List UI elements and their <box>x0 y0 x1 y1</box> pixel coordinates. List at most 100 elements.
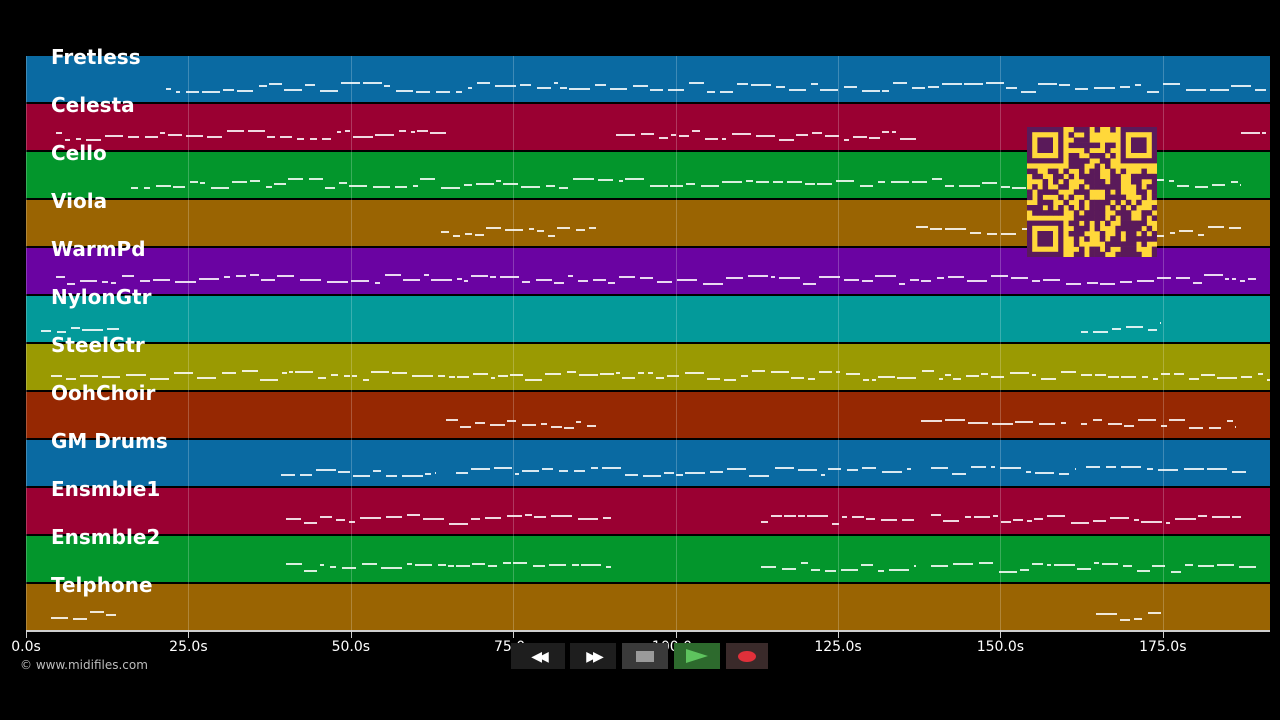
note-mark <box>339 182 347 184</box>
note-mark <box>866 518 875 520</box>
note-mark <box>812 132 822 134</box>
note-mark <box>953 378 961 380</box>
note-mark <box>1142 376 1148 378</box>
note-mark <box>608 282 615 284</box>
note-mark <box>878 570 884 572</box>
track-divider <box>26 486 1270 488</box>
note-mark <box>1026 471 1031 473</box>
note-mark <box>1000 467 1021 469</box>
note-mark <box>991 275 1008 277</box>
note-mark <box>1227 420 1233 422</box>
note-mark <box>82 329 103 331</box>
note-mark <box>325 187 335 189</box>
note-mark <box>1163 83 1180 85</box>
note-mark <box>529 228 534 230</box>
note-mark <box>1010 372 1029 374</box>
note-mark <box>373 470 381 472</box>
note-mark <box>679 135 689 137</box>
note-mark <box>841 569 858 571</box>
note-mark <box>922 370 934 372</box>
note-mark <box>1157 277 1171 279</box>
note-mark <box>199 278 219 280</box>
note-mark <box>860 185 873 187</box>
note-mark <box>1059 473 1069 475</box>
note-mark <box>1001 186 1010 188</box>
note-mark <box>106 614 116 616</box>
note-mark <box>899 283 905 285</box>
note-mark <box>966 375 979 377</box>
note-mark <box>836 180 854 182</box>
note-mark <box>741 375 748 377</box>
note-mark <box>304 570 317 572</box>
note-mark <box>551 426 562 428</box>
note-mark <box>465 233 472 235</box>
note-mark <box>872 379 876 381</box>
note-mark <box>1108 376 1119 378</box>
stop-button[interactable] <box>622 643 668 669</box>
note-mark <box>1061 371 1076 373</box>
note-mark <box>820 89 838 91</box>
note-mark <box>1262 132 1266 134</box>
play-button[interactable] <box>674 643 720 669</box>
note-mark <box>289 371 293 373</box>
note-mark <box>579 374 598 376</box>
track-area <box>26 56 1270 632</box>
note-mark <box>945 419 965 421</box>
note-mark <box>1193 282 1202 284</box>
note-mark <box>559 470 568 472</box>
note-mark <box>878 376 895 378</box>
note-mark <box>456 565 470 567</box>
note-mark <box>1001 233 1016 235</box>
note-mark <box>930 228 942 230</box>
note-mark <box>51 617 68 619</box>
record-button[interactable] <box>726 643 768 669</box>
note-mark <box>86 139 101 141</box>
note-mark <box>1217 564 1234 566</box>
track-label: Celesta <box>51 93 135 117</box>
note-mark <box>277 275 294 277</box>
note-mark <box>399 130 406 132</box>
note-mark <box>140 280 150 282</box>
note-mark <box>510 374 523 376</box>
note-mark <box>897 377 916 379</box>
note-mark <box>982 182 997 184</box>
note-mark <box>1166 522 1170 524</box>
note-mark <box>360 517 381 519</box>
note-mark <box>1186 89 1206 91</box>
note-mark <box>503 562 511 564</box>
note-mark <box>633 85 648 87</box>
note-mark <box>1217 377 1237 379</box>
note-mark <box>438 375 445 377</box>
note-mark <box>1054 564 1075 566</box>
grid-line <box>675 56 677 632</box>
note-mark <box>131 187 138 189</box>
note-mark <box>1185 564 1193 566</box>
note-mark <box>861 564 873 566</box>
note-mark <box>945 374 951 376</box>
note-mark <box>280 136 292 138</box>
note-mark <box>491 377 495 379</box>
note-mark <box>223 89 234 91</box>
note-mark <box>385 274 401 276</box>
note-mark <box>892 131 896 133</box>
note-mark <box>722 138 726 140</box>
note-mark <box>90 611 104 613</box>
note-mark <box>1120 86 1130 88</box>
note-mark <box>819 276 840 278</box>
rewind-icon: ◀◀ <box>531 647 548 664</box>
note-mark <box>881 519 897 521</box>
note-mark <box>345 130 350 132</box>
note-mark <box>703 283 723 285</box>
note-mark <box>798 515 805 517</box>
note-mark <box>207 136 222 138</box>
note-mark <box>330 566 336 568</box>
note-mark <box>336 519 345 521</box>
note-mark <box>787 181 802 183</box>
note-mark <box>737 83 748 85</box>
note-mark <box>921 280 931 282</box>
note-mark <box>1198 565 1214 567</box>
fast-forward-button[interactable]: ▶▶ <box>570 643 616 669</box>
rewind-button[interactable]: ◀◀ <box>511 643 565 669</box>
note-mark <box>1038 83 1057 85</box>
note-mark <box>1015 421 1033 423</box>
